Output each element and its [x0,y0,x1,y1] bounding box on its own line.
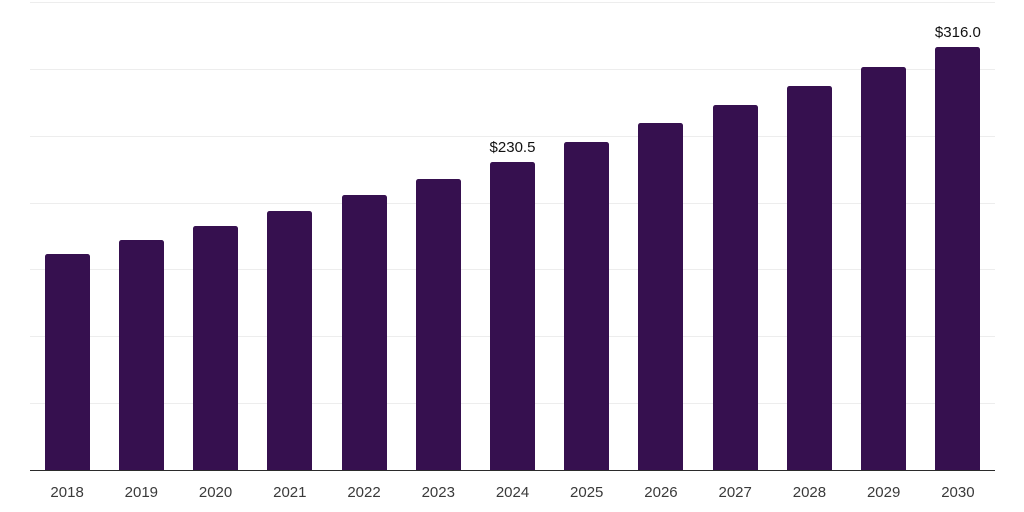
x-tick-label-2028: 2028 [792,484,827,501]
x-tick-label-2025: 2025 [570,484,604,501]
x-tick-label-2018: 2018 [50,484,84,501]
bar-2024 [490,161,535,470]
bar-2023 [415,179,461,470]
bar-2028 [786,85,832,470]
x-tick-label-2026: 2026 [644,484,678,501]
x-tick-label-2020: 2020 [198,484,233,501]
bar-2030 [935,47,981,470]
x-axis-line [30,469,995,471]
bar-2018 [44,254,90,470]
x-tick-label-2023: 2023 [421,484,455,501]
x-tick-label-2027: 2027 [718,484,752,501]
bar-2020 [193,225,239,470]
value-label-2024: $230.5 [489,138,536,156]
gridline-300 [30,69,995,70]
bar-2025 [564,142,610,470]
bar-2019 [118,240,164,470]
value-label-2030: $316.0 [934,24,981,42]
x-tick-label-2024: 2024 [495,484,530,501]
x-tick-label-2029: 2029 [866,484,901,501]
bar-2027 [712,104,758,470]
x-tick-label-2021: 2021 [273,484,307,501]
bar-2026 [638,123,684,470]
x-tick-label-2019: 2019 [124,484,159,501]
bar-2029 [861,66,907,470]
bar-2021 [267,210,313,470]
gridline-350 [30,2,995,3]
bar-2022 [341,194,387,470]
x-tick-label-2030: 2030 [941,484,975,501]
gridline-250 [30,136,995,137]
x-tick-label-2022: 2022 [347,484,381,501]
